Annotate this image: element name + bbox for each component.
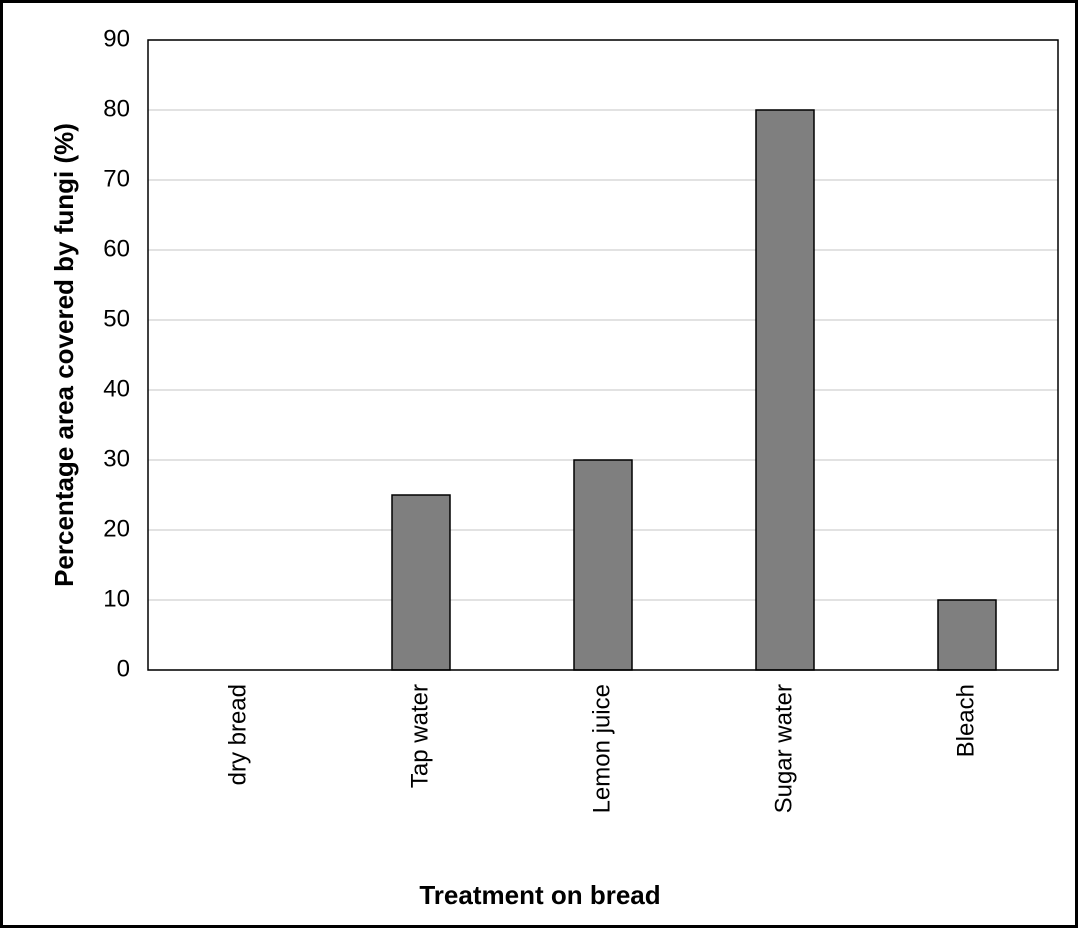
chart-frame xyxy=(2,2,1077,927)
bar xyxy=(392,495,450,670)
y-tick-label: 60 xyxy=(103,235,130,262)
y-tick-label: 40 xyxy=(103,375,130,402)
y-tick-label: 80 xyxy=(103,95,130,122)
x-tick-label: Sugar water xyxy=(770,684,797,813)
y-tick-label: 30 xyxy=(103,445,130,472)
x-tick-label: Tap water xyxy=(406,684,433,788)
bar xyxy=(938,600,996,670)
y-tick-label: 10 xyxy=(103,585,130,612)
bar xyxy=(574,460,632,670)
y-axis-title: Percentage area covered by fungi (%) xyxy=(49,123,79,587)
x-tick-label: dry bread xyxy=(224,684,251,785)
y-tick-label: 70 xyxy=(103,165,130,192)
y-tick-label: 90 xyxy=(103,25,130,52)
x-axis-title: Treatment on bread xyxy=(419,880,660,910)
bar xyxy=(756,110,814,670)
x-tick-label: Lemon juice xyxy=(588,684,615,813)
y-tick-label: 50 xyxy=(103,305,130,332)
chart: Treatment on bread Percentage area cover… xyxy=(0,0,1078,928)
x-tick-label: Bleach xyxy=(952,684,979,757)
y-tick-label: 0 xyxy=(117,655,130,682)
y-tick-label: 20 xyxy=(103,515,130,542)
